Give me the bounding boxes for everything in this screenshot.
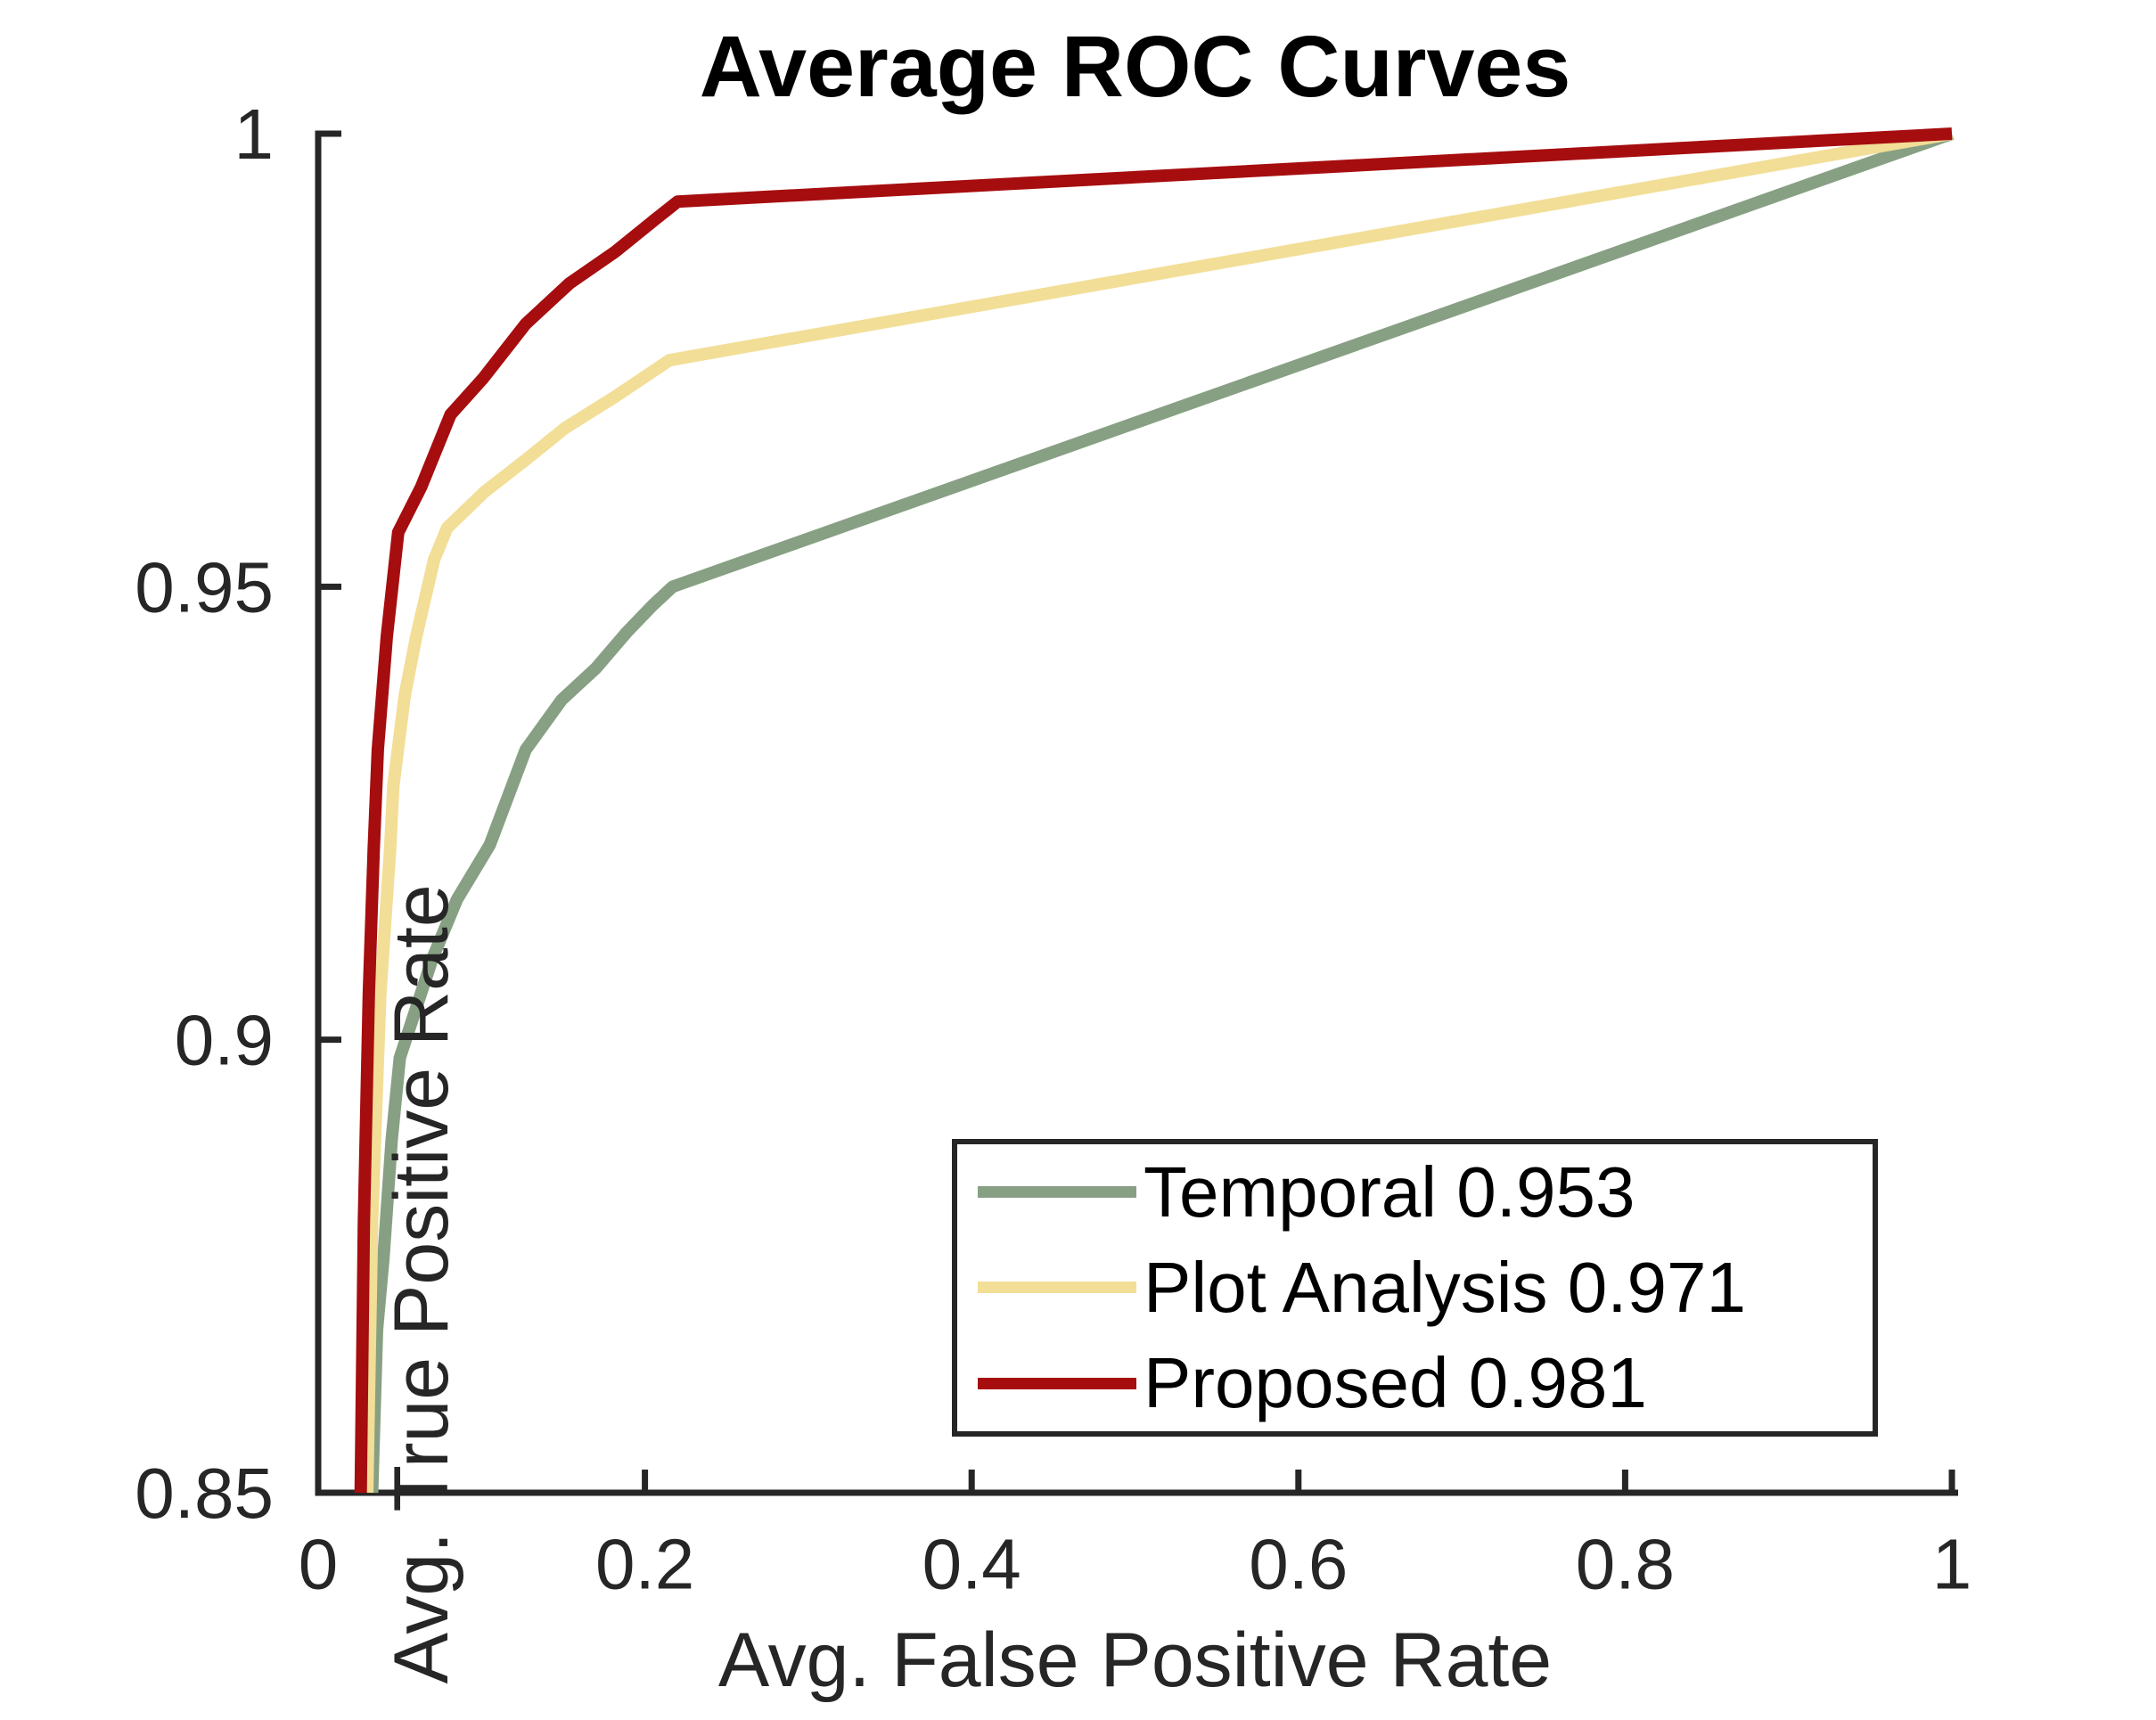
proposed-line-swatch	[978, 1377, 1136, 1389]
x-axis-label: Avg. False Positive Rate	[717, 1618, 1553, 1703]
x-tick-label: 1	[1932, 1525, 1972, 1604]
chart-title: Average ROC Curves	[699, 18, 1571, 115]
x-tick-label: 0.6	[1249, 1525, 1348, 1604]
proposed-curve	[354, 127, 1953, 1494]
legend-label-proposed: Proposed 0.981	[1144, 1343, 1647, 1423]
plot-analysis-line-swatch	[978, 1282, 1136, 1294]
y-tick-label: 0.85	[135, 1454, 274, 1533]
x-tick-label: 0	[299, 1525, 339, 1604]
temporal-line-swatch	[978, 1186, 1136, 1199]
legend-row-proposed: Proposed 0.981	[957, 1347, 1873, 1419]
x-tick-label: 0.4	[922, 1525, 1021, 1604]
temporal-curve	[365, 127, 1955, 1494]
legend-row-plot-analysis: Plot Analysis 0.971	[957, 1247, 1873, 1327]
legend-row-temporal: Temporal 0.953	[957, 1151, 1873, 1232]
legend-label-temporal: Temporal 0.953	[1144, 1151, 1635, 1232]
y-axis-label: Avg. True Positive Rate	[378, 884, 464, 1684]
y-tick-label: 1	[234, 94, 275, 174]
legend: Temporal 0.953 Plot Analysis 0.971 Propo…	[952, 1139, 1878, 1437]
x-tick-label: 0.2	[595, 1525, 694, 1604]
y-tick-label: 0.95	[135, 547, 274, 627]
plot-analysis-curve	[361, 127, 1954, 1494]
x-tick-label: 0.8	[1576, 1525, 1675, 1604]
legend-label-plot-analysis: Plot Analysis 0.971	[1144, 1247, 1746, 1327]
y-tick-label: 0.9	[175, 1001, 274, 1080]
